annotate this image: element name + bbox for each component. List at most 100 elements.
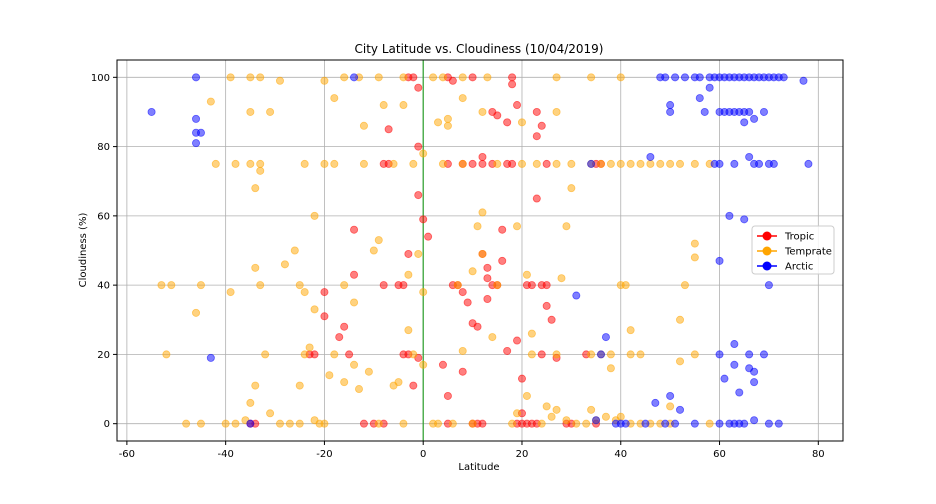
data-point [676,315,685,324]
data-point [394,378,403,387]
data-point [443,391,452,400]
data-point [493,159,502,168]
data-point [517,159,526,168]
data-point [463,298,472,307]
data-point [350,360,359,369]
series-temprate [157,73,714,428]
data-point [725,211,734,220]
data-point [345,350,354,359]
data-point [399,101,408,110]
data-point [192,308,201,317]
data-point [740,215,749,224]
data-point [295,381,304,390]
data-point [764,281,773,290]
data-point [409,159,418,168]
data-point [666,402,675,411]
data-point [458,73,467,82]
data-point [616,412,625,421]
data-point [147,107,156,116]
legend-label: Arctic [785,262,813,273]
data-point [438,73,447,82]
data-point [562,222,571,231]
data-point [414,191,423,200]
y-tick-label: 80 [97,142,110,153]
data-point [419,149,428,158]
legend-label: Tropic [784,232,814,243]
data-point [508,73,517,82]
data-point [587,159,596,168]
data-point [517,374,526,383]
data-point [532,159,541,168]
data-point [458,94,467,103]
data-point [246,107,255,116]
data-point [468,267,477,276]
data-point [478,159,487,168]
data-point [750,114,759,123]
data-point [621,281,630,290]
data-point [745,107,754,116]
data-point [266,409,275,418]
data-point [330,159,339,168]
data-point [340,73,349,82]
x-tick-label: -40 [217,449,233,460]
data-point [567,184,576,193]
data-point [755,159,764,168]
data-point [429,73,438,82]
data-point [359,419,368,428]
data-point [769,159,778,168]
data-point [597,350,606,359]
data-point [256,281,265,290]
x-axis-title: Latitude [458,462,499,473]
data-point [478,249,487,258]
data-point [256,166,265,175]
data-point [517,118,526,127]
data-point [488,333,497,342]
x-tick-label: 40 [614,449,627,460]
data-point [206,97,215,106]
data-point [399,73,408,82]
data-point [562,416,571,425]
data-point [542,159,551,168]
data-point [676,405,685,414]
series-tropic [246,73,606,428]
data-point [680,73,689,82]
data-point [448,76,457,85]
data-point [231,419,240,428]
data-point [690,159,699,168]
data-point [192,114,201,123]
data-point [601,333,610,342]
data-point [715,159,724,168]
data-point [251,184,260,193]
data-point [730,340,739,349]
data-point [745,152,754,161]
data-point [310,211,319,220]
y-tick-label: 40 [97,281,110,292]
data-point [587,350,596,359]
data-point [414,83,423,92]
series-arctic [147,73,813,428]
data-point [483,263,492,272]
data-point [374,236,383,245]
data-point [740,118,749,127]
data-point [730,159,739,168]
data-point [434,118,443,127]
data-point [759,107,768,116]
data-point [661,419,670,428]
data-point [404,270,413,279]
data-point [636,159,645,168]
data-point [414,249,423,258]
data-point [532,132,541,141]
data-point [182,419,191,428]
data-point [508,80,517,89]
data-point [419,215,428,224]
data-point [251,263,260,272]
data-point [483,73,492,82]
data-point [532,194,541,203]
data-point [275,419,284,428]
data-point [394,281,403,290]
data-point [804,159,813,168]
data-point [745,350,754,359]
data-point [690,350,699,359]
data-point [458,367,467,376]
data-point [690,419,699,428]
